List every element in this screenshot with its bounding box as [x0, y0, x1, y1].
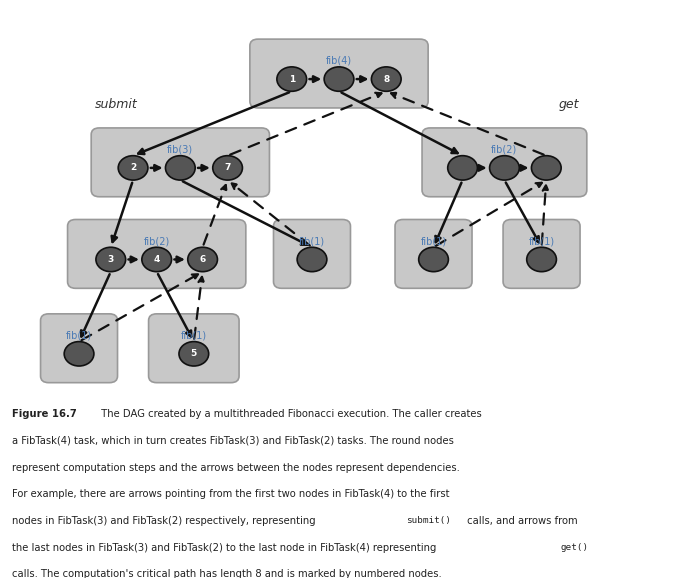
FancyBboxPatch shape — [273, 220, 351, 288]
Text: fib(1): fib(1) — [66, 331, 92, 340]
Circle shape — [532, 155, 561, 180]
Text: 2: 2 — [130, 164, 136, 172]
Circle shape — [118, 155, 148, 180]
Text: get: get — [558, 98, 579, 110]
FancyBboxPatch shape — [422, 128, 586, 197]
Text: fib(3): fib(3) — [167, 144, 193, 154]
Text: fib(4): fib(4) — [326, 56, 352, 66]
Circle shape — [96, 247, 125, 272]
Text: fib(2): fib(2) — [144, 236, 170, 246]
Text: calls, and arrows from: calls, and arrows from — [464, 516, 577, 526]
Text: Figure 16.7: Figure 16.7 — [12, 409, 76, 419]
Text: a FibTask(4) task, which in turn creates FibTask(3) and FibTask(2) tasks. The ro: a FibTask(4) task, which in turn creates… — [12, 436, 454, 446]
Circle shape — [490, 155, 519, 180]
Circle shape — [64, 342, 94, 366]
Text: 6: 6 — [199, 255, 205, 264]
FancyBboxPatch shape — [148, 314, 239, 383]
Text: calls. The computation's critical path has length 8 and is marked by numbered no: calls. The computation's critical path h… — [12, 569, 441, 578]
Circle shape — [324, 67, 354, 91]
Circle shape — [277, 67, 306, 91]
Circle shape — [165, 155, 195, 180]
Text: fib(1): fib(1) — [181, 331, 207, 340]
FancyBboxPatch shape — [503, 220, 580, 288]
Text: nodes in FibTask(3) and FibTask(2) respectively, representing: nodes in FibTask(3) and FibTask(2) respe… — [12, 516, 318, 526]
Text: fib(1): fib(1) — [420, 236, 447, 246]
FancyBboxPatch shape — [41, 314, 117, 383]
Circle shape — [213, 155, 243, 180]
Text: 5: 5 — [191, 349, 197, 358]
FancyBboxPatch shape — [395, 220, 472, 288]
Text: the last nodes in FibTask(3) and FibTask(2) to the last node in FibTask(4) repre: the last nodes in FibTask(3) and FibTask… — [12, 543, 439, 553]
Text: get(): get() — [561, 543, 589, 551]
Text: represent computation steps and the arrows between the nodes represent dependenc: represent computation steps and the arro… — [12, 462, 460, 473]
Text: submit: submit — [95, 98, 138, 110]
Circle shape — [188, 247, 218, 272]
Text: fib(1): fib(1) — [529, 236, 555, 246]
Text: 3: 3 — [108, 255, 114, 264]
Text: fib(1): fib(1) — [299, 236, 325, 246]
FancyBboxPatch shape — [250, 39, 428, 108]
Circle shape — [372, 67, 401, 91]
Text: The DAG created by a multithreaded Fibonacci execution. The caller creates: The DAG created by a multithreaded Fibon… — [95, 409, 481, 419]
FancyBboxPatch shape — [92, 128, 269, 197]
Circle shape — [179, 342, 209, 366]
Circle shape — [297, 247, 327, 272]
Circle shape — [447, 155, 477, 180]
Circle shape — [142, 247, 172, 272]
Text: submit(): submit() — [405, 516, 451, 525]
FancyBboxPatch shape — [68, 220, 246, 288]
Text: For example, there are arrows pointing from the first two nodes in FibTask(4) to: For example, there are arrows pointing f… — [12, 489, 449, 499]
Text: 4: 4 — [153, 255, 160, 264]
Text: 1: 1 — [289, 75, 295, 84]
Text: 8: 8 — [383, 75, 389, 84]
Text: fib(2): fib(2) — [492, 144, 517, 154]
Circle shape — [419, 247, 448, 272]
Circle shape — [527, 247, 557, 272]
Text: 7: 7 — [224, 164, 231, 172]
